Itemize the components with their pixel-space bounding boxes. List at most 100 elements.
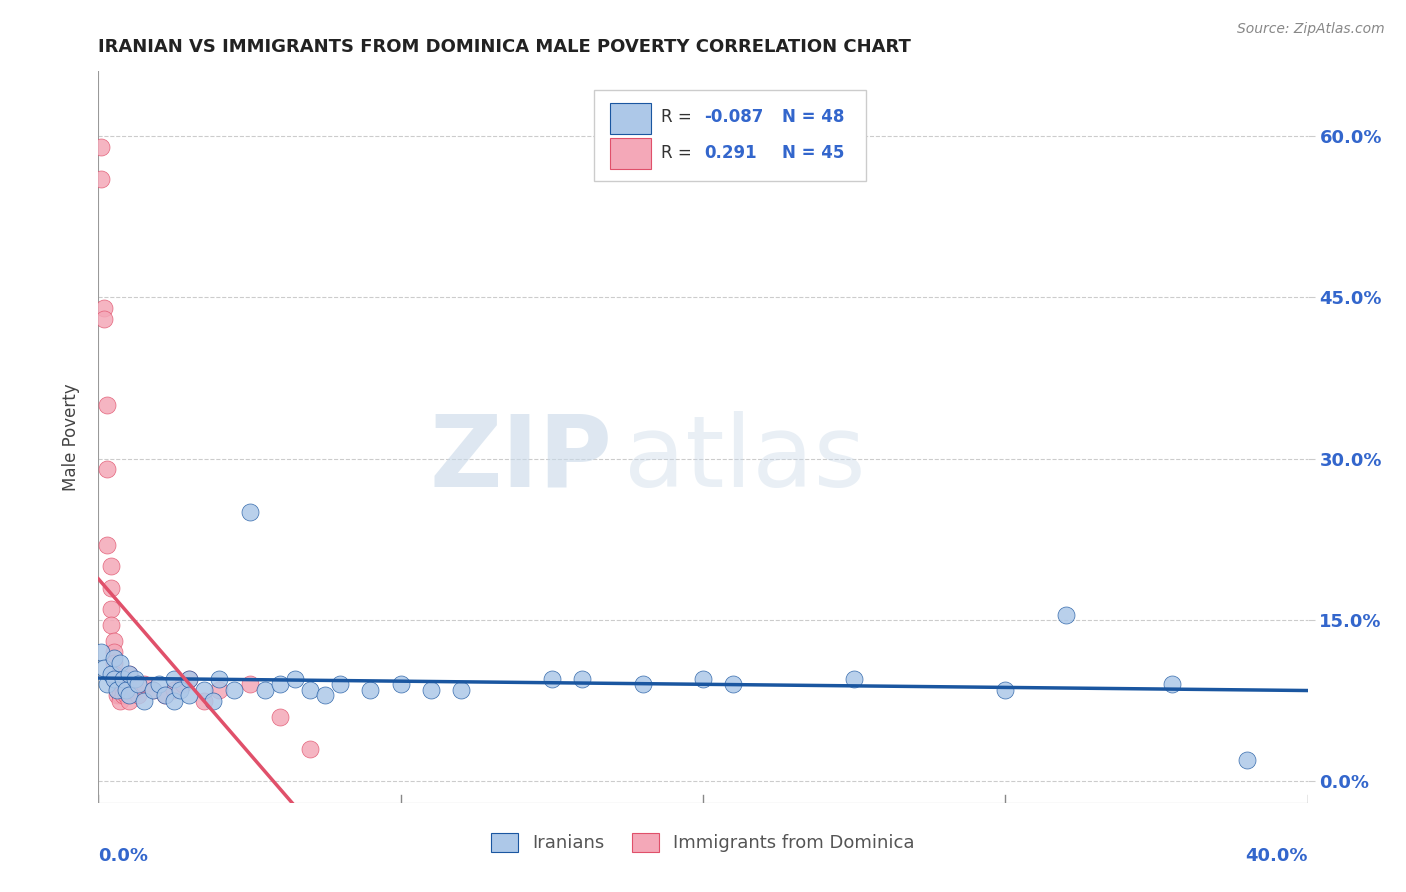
Point (118, 666, 141, 681)
Point (96, 398, 118, 412)
Point (103, 672, 125, 686)
Point (114, 688, 136, 702)
Point (105, 682, 128, 697)
Point (105, 682, 128, 697)
Point (105, 677, 128, 691)
Point (96, 677, 118, 691)
Point (142, 682, 165, 697)
Y-axis label: Male Poverty: Male Poverty (62, 384, 80, 491)
Point (329, 677, 352, 691)
Point (389, 677, 412, 691)
Point (103, 666, 125, 681)
Point (163, 682, 186, 697)
Text: 0.291: 0.291 (704, 145, 756, 162)
FancyBboxPatch shape (610, 103, 651, 134)
Point (111, 672, 134, 686)
Point (299, 742, 322, 756)
Point (169, 682, 191, 697)
Point (360, 682, 382, 697)
Point (105, 688, 128, 702)
Point (208, 682, 231, 697)
Point (124, 682, 146, 697)
Point (100, 618, 122, 632)
Point (723, 677, 745, 691)
Point (163, 693, 186, 707)
Point (100, 602, 122, 616)
Text: R =: R = (661, 145, 697, 162)
Point (571, 672, 593, 686)
Point (103, 634, 125, 648)
Point (118, 682, 141, 697)
Point (118, 693, 141, 707)
Point (100, 581, 122, 595)
Point (124, 672, 146, 686)
Point (127, 677, 149, 691)
FancyBboxPatch shape (595, 90, 866, 181)
Point (450, 682, 472, 697)
Point (132, 677, 155, 691)
Point (179, 688, 201, 702)
Point (108, 688, 131, 702)
Point (253, 682, 276, 697)
Point (114, 677, 136, 691)
Point (284, 672, 307, 686)
Point (93, 301, 115, 315)
Point (1236, 753, 1258, 767)
Point (148, 677, 170, 691)
Point (111, 688, 134, 702)
Text: N = 45: N = 45 (782, 145, 844, 162)
Point (108, 693, 131, 707)
Point (93, 311, 115, 326)
Point (93, 661, 115, 675)
Text: -0.087: -0.087 (704, 108, 763, 126)
Point (108, 682, 131, 697)
Point (994, 682, 1017, 697)
Point (108, 672, 131, 686)
Point (420, 682, 443, 697)
Point (163, 672, 186, 686)
Point (96, 538, 118, 552)
Point (1054, 607, 1077, 622)
Point (90, 139, 112, 153)
Point (193, 682, 215, 697)
Point (103, 656, 125, 670)
Point (111, 672, 134, 686)
Point (239, 677, 262, 691)
Point (96, 462, 118, 476)
Point (172, 677, 194, 691)
Point (208, 672, 231, 686)
Point (118, 688, 141, 702)
Point (100, 666, 122, 681)
Point (269, 677, 291, 691)
Point (111, 682, 134, 697)
Point (108, 656, 131, 670)
Text: R =: R = (661, 108, 697, 126)
Text: ZIP: ZIP (429, 410, 613, 508)
Point (269, 710, 291, 724)
Point (103, 672, 125, 686)
Point (103, 645, 125, 659)
Point (153, 688, 176, 702)
Point (224, 682, 246, 697)
Point (540, 672, 562, 686)
Point (631, 677, 654, 691)
Point (90, 645, 112, 659)
Point (193, 693, 215, 707)
Point (100, 559, 122, 574)
Point (90, 172, 112, 186)
Point (844, 672, 866, 686)
Point (142, 682, 165, 697)
Text: 0.0%: 0.0% (98, 847, 149, 864)
Point (1160, 677, 1182, 691)
Legend: Iranians, Immigrants from Dominica: Iranians, Immigrants from Dominica (484, 826, 922, 860)
Point (299, 682, 322, 697)
Point (103, 650, 125, 665)
Point (127, 688, 149, 702)
Point (114, 682, 136, 697)
Point (132, 693, 155, 707)
Text: Source: ZipAtlas.com: Source: ZipAtlas.com (1237, 22, 1385, 37)
Text: N = 48: N = 48 (782, 108, 844, 126)
Point (118, 666, 141, 681)
Point (692, 672, 714, 686)
Point (179, 672, 201, 686)
